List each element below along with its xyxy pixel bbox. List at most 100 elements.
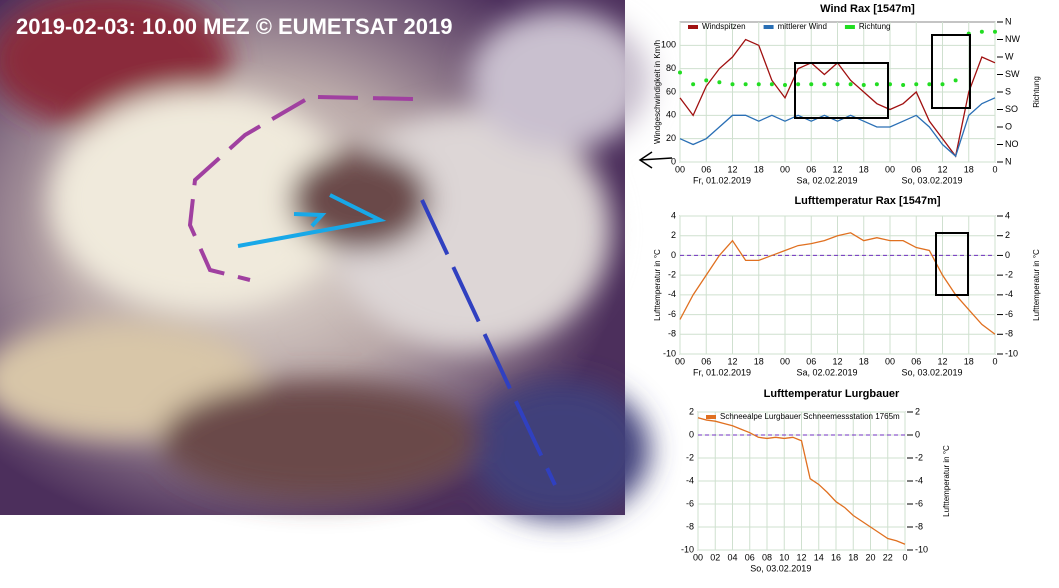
y2-axis-label: Lufttemperatur in °C [942,445,951,517]
date-label: So, 03.02.2019 [901,367,962,377]
x-tick-label: 18 [859,356,869,366]
legend-swatch [688,25,698,29]
y-tick-label: 0 [689,429,694,439]
y-tick-label: -2 [668,270,676,280]
x-tick-label: 14 [814,552,824,562]
x-tick-label: 18 [859,164,869,174]
image-caption: 2019-02-03: 10.00 MEZ © EUMETSAT 2019 [16,14,452,39]
x-tick-label: 12 [832,356,842,366]
direction-point [796,82,801,87]
y-tick-label: -4 [668,289,676,299]
y2-tick-label: 0 [1005,250,1010,260]
y-tick-label: 80 [666,63,676,73]
x-tick-label: 0 [902,552,907,562]
x-tick-label: 12 [937,356,947,366]
series-line [679,232,996,335]
y-tick-label: -10 [681,544,694,554]
x-tick-label: 18 [754,164,764,174]
y2-tick-label: SW [1005,69,1020,79]
y-tick-label: -10 [663,348,676,358]
y2-tick-label: 0 [915,429,920,439]
direction-point [835,82,840,87]
x-tick-label: 00 [885,164,895,174]
direction-point [691,82,696,87]
legend-swatch [763,25,774,29]
y-tick-label: -6 [686,498,694,508]
y2-tick-label: NW [1005,34,1020,44]
x-tick-label: 12 [796,552,806,562]
series-line [679,97,996,158]
charts: Wind Rax [1547m]00 06 12 18 00 06 12 18 00 06 12 18… [653,3,1041,573]
y-axis-label: Lufttemperatur in °C [653,249,662,321]
x-tick-label: 18 [754,356,764,366]
y2-tick-label: N [1005,156,1012,166]
direction-point [993,29,997,34]
y2-tick-label: -4 [1005,289,1013,299]
x-tick-label: 08 [762,552,772,562]
y2-tick-label: 2 [915,406,920,416]
x-tick-label: 12 [727,164,737,174]
y-tick-label: -6 [668,309,676,319]
x-tick-label: 22 [883,552,893,562]
x-tick-label: 18 [964,356,974,366]
x-tick-label: 0 [992,356,997,366]
x-tick-label: 00 [675,356,685,366]
date-label: Sa, 02.02.2019 [796,367,857,377]
date-label: Fr, 01.02.2019 [693,175,751,185]
y2-tick-label: 4 [1005,210,1010,220]
direction-point [730,82,735,87]
direction-point [678,70,682,75]
x-tick-label: 04 [727,552,737,562]
y2-tick-label: S [1005,86,1011,96]
y2-axis-label: Richtung [1032,76,1041,108]
x-tick-label: 20 [865,552,875,562]
x-tick-label: 00 [780,164,790,174]
x-tick-label: 00 [885,356,895,366]
direction-point [901,83,906,87]
y2-tick-label: -6 [1005,309,1013,319]
direction-point [979,29,984,34]
direction-point [953,78,958,83]
y2-tick-label: -10 [915,544,928,554]
x-tick-label: 00 [780,356,790,366]
legend-label: Richtung [859,22,891,31]
x-tick-label: 06 [806,164,816,174]
y-tick-label: -2 [686,452,694,462]
x-tick-label: 00 [693,552,703,562]
y-axis-label: Windgeschwindigkeit in Km/h [653,40,662,144]
legend-swatch [706,415,716,419]
y-tick-label: 40 [666,110,676,120]
direction-point [874,82,879,87]
x-tick-label: 06 [701,356,711,366]
y2-tick-label: SO [1005,104,1018,114]
direction-point [861,83,866,87]
direction-point [822,82,827,87]
x-tick-label: 06 [745,552,755,562]
y2-tick-label: NO [1005,139,1019,149]
y-tick-label: 2 [671,230,676,240]
x-tick-label: 12 [832,164,842,174]
y-tick-label: 4 [671,210,676,220]
direction-point [743,82,748,87]
x-tick-label: 06 [701,164,711,174]
satellite-image: 2019-02-03: 10.00 MEZ © EUMETSAT 2019 [0,0,650,520]
y2-tick-label: -2 [1005,270,1013,280]
direction-point [940,82,945,87]
x-tick-label: 18 [848,552,858,562]
x-tick-label: 00 [675,164,685,174]
legend-label: mittlerer Wind [778,22,827,31]
date-label: So, 03.02.2019 [750,563,811,573]
y2-tick-label: -4 [915,475,923,485]
y-tick-label: -8 [668,329,676,339]
y-tick-label: 0 [671,156,676,166]
x-tick-label: 06 [911,356,921,366]
direction-point [927,82,932,87]
y2-tick-label: O [1005,121,1012,131]
y2-tick-label: -6 [915,498,923,508]
legend-swatch [844,25,855,29]
y-tick-label: -8 [686,521,694,531]
x-tick-label: 16 [831,552,841,562]
direction-point [809,82,814,87]
chart-title: Lufttemperatur Lurgbauer [764,388,900,400]
legend-label: Windspitzen [702,22,746,31]
